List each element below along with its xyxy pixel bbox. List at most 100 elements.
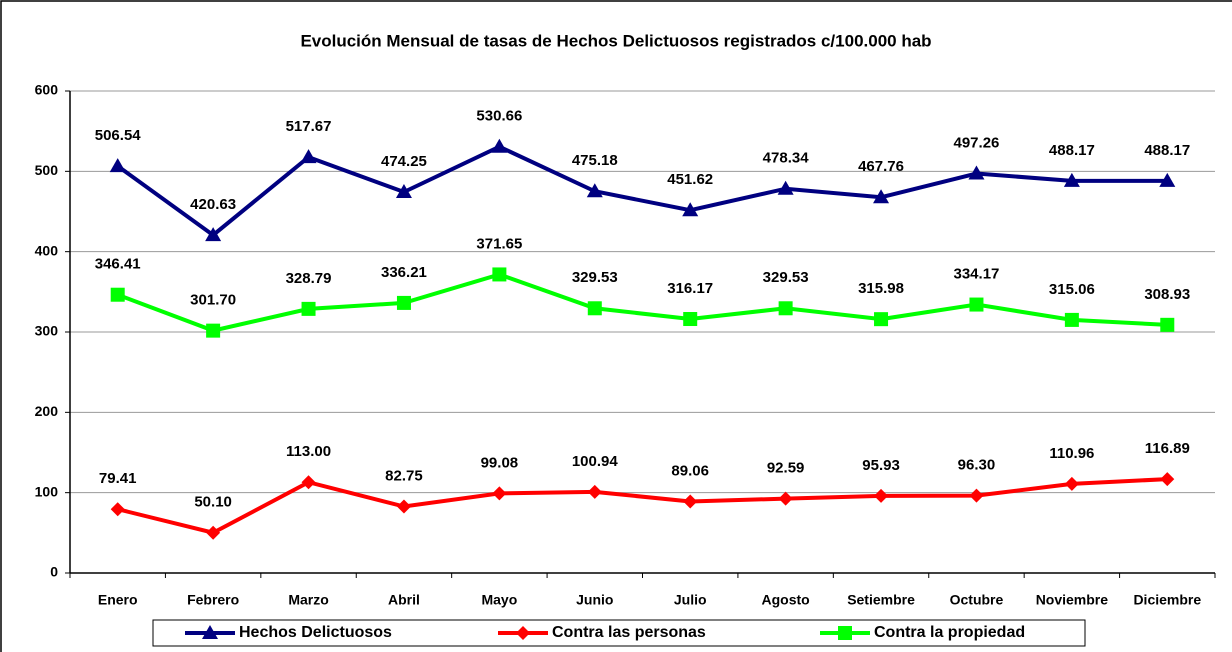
marker	[301, 475, 316, 490]
x-tick-label: Marzo	[288, 592, 328, 608]
value-label: 517.67	[286, 118, 332, 135]
x-tick-label: Diciembre	[1133, 592, 1201, 608]
x-tick-label: Agosto	[762, 592, 810, 608]
x-tick-label: Abril	[388, 592, 420, 608]
legend-label: Contra las personas	[552, 624, 706, 641]
y-tick-label: 100	[35, 483, 59, 499]
value-label: 488.17	[1144, 142, 1190, 159]
value-label: 316.17	[667, 280, 713, 297]
marker	[1159, 172, 1176, 187]
value-label: 99.08	[481, 454, 519, 471]
marker	[300, 149, 317, 164]
marker	[1160, 472, 1175, 487]
marker	[396, 499, 411, 514]
marker	[586, 183, 603, 198]
marker	[110, 287, 125, 302]
value-label: 96.30	[958, 457, 996, 474]
marker	[202, 625, 218, 639]
value-label: 315.98	[858, 280, 904, 297]
x-tick-label: Octubre	[950, 592, 1004, 608]
value-label: 89.06	[671, 462, 709, 479]
marker	[1063, 172, 1080, 187]
marker	[968, 165, 985, 180]
marker	[587, 484, 602, 499]
marker	[874, 312, 889, 327]
y-tick-label: 200	[35, 403, 59, 419]
marker	[838, 626, 852, 640]
value-label: 329.53	[572, 269, 618, 286]
value-label: 506.54	[95, 127, 142, 144]
x-tick-label: Mayo	[481, 592, 517, 608]
y-tick-label: 600	[35, 82, 59, 98]
marker	[1160, 317, 1175, 332]
x-tick-label: Febrero	[187, 592, 239, 608]
marker	[778, 301, 793, 316]
value-label: 92.59	[767, 460, 805, 477]
value-label: 308.93	[1144, 286, 1190, 303]
value-label: 478.34	[763, 150, 810, 167]
x-tick-label: Setiembre	[847, 592, 915, 608]
value-label: 467.76	[858, 158, 904, 175]
value-label: 301.70	[190, 292, 236, 309]
marker	[110, 502, 125, 517]
value-label: 328.79	[286, 270, 332, 287]
value-label: 116.89	[1145, 440, 1190, 457]
marker	[492, 486, 507, 501]
marker	[1064, 476, 1079, 491]
marker	[491, 138, 508, 153]
marker	[301, 301, 316, 316]
value-label: 346.41	[95, 256, 141, 273]
marker	[205, 227, 222, 242]
marker	[873, 189, 890, 204]
value-label: 315.06	[1049, 281, 1095, 298]
marker	[587, 301, 602, 316]
marker	[206, 323, 221, 338]
series-line	[117, 272, 1168, 333]
value-label: 336.21	[381, 264, 427, 281]
marker	[683, 494, 698, 509]
marker	[492, 267, 507, 282]
marker	[516, 626, 530, 640]
value-label: 95.93	[862, 457, 900, 474]
value-label: 451.62	[667, 171, 713, 188]
marker	[777, 180, 794, 195]
x-tick-label: Enero	[98, 592, 138, 608]
value-label: 371.65	[476, 235, 522, 252]
y-tick-label: 400	[35, 242, 59, 258]
value-label: 530.66	[476, 108, 522, 125]
value-label: 100.94	[572, 453, 619, 470]
marker	[969, 297, 984, 312]
marker	[969, 488, 984, 503]
value-label: 329.53	[763, 269, 809, 286]
marker	[682, 202, 699, 217]
value-label: 420.63	[190, 196, 236, 213]
value-label: 474.25	[381, 153, 427, 170]
marker	[396, 295, 411, 310]
value-label: 79.41	[99, 470, 137, 487]
legend-label: Contra la propiedad	[874, 624, 1025, 641]
x-tick-label: Junio	[576, 592, 613, 608]
legend-box	[152, 619, 1086, 647]
value-label: 82.75	[385, 467, 423, 484]
x-tick-label: Julio	[674, 592, 707, 608]
value-label: 475.18	[572, 152, 618, 169]
value-label: 497.26	[954, 135, 1000, 152]
marker	[395, 184, 412, 199]
marker	[109, 158, 126, 173]
y-tick-label: 0	[50, 564, 58, 580]
y-tick-label: 500	[35, 162, 59, 178]
value-label: 110.96	[1049, 445, 1094, 462]
series-line	[117, 477, 1168, 535]
value-label: 50.10	[194, 494, 232, 511]
marker	[778, 491, 793, 506]
chart-title: Evolución Mensual de tasas de Hechos Del…	[300, 31, 931, 50]
value-label: 334.17	[954, 266, 1000, 283]
series-line	[116, 144, 1168, 238]
marker	[683, 312, 698, 327]
y-tick-label: 300	[35, 323, 59, 339]
marker	[874, 488, 889, 503]
value-label: 488.17	[1049, 142, 1095, 159]
marker	[206, 525, 221, 540]
